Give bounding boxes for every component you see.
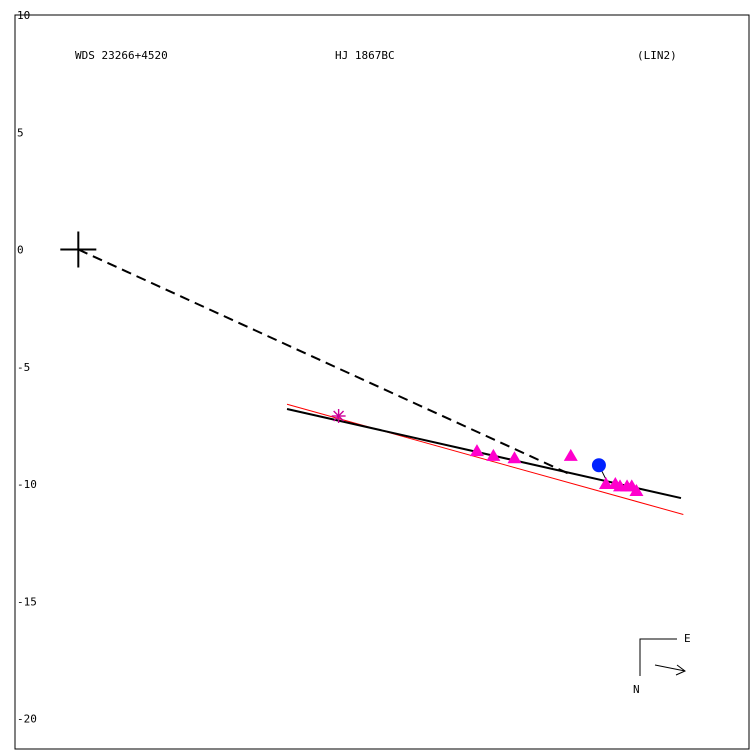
asterisk-stroke (333, 410, 345, 422)
red-fit-line (286, 403, 684, 515)
motion-arrow-shaft (654, 664, 686, 672)
primary-star-marker (60, 231, 97, 268)
triangle-point (507, 451, 522, 464)
triangle-point (486, 448, 501, 461)
dashed-line (77, 248, 572, 476)
orientation-axes (639, 638, 677, 676)
title-right: (LIN2) (637, 49, 677, 62)
north-label: N (633, 683, 640, 696)
east-label: E (684, 632, 691, 645)
y-tick-label: -15 (17, 595, 37, 608)
title-left: WDS 23266+4520 (75, 49, 168, 62)
plot-frame (14, 14, 750, 750)
y-tick-label: 5 (17, 126, 24, 139)
motion-arrow-head (675, 664, 686, 676)
fit-lines (77, 248, 684, 515)
y-tick-labels: 10 5 0 -5 -10 -15 -20 (17, 9, 37, 726)
observation-points (331, 409, 644, 497)
triangle-point (598, 477, 613, 490)
y-tick-label: 10 (17, 9, 30, 22)
triangle-point (563, 448, 578, 461)
asterisk-point (331, 409, 346, 424)
title-center: HJ 1867BC (335, 49, 395, 62)
circle-point (591, 458, 606, 473)
y-tick-label: 0 (17, 244, 24, 257)
y-tick-label: -10 (17, 478, 37, 491)
y-tick-label: -5 (17, 361, 30, 374)
orientation-indicator: E N (633, 632, 691, 696)
triangle-point (629, 484, 644, 497)
triangle-point (469, 444, 484, 457)
y-tick-label: -20 (17, 713, 37, 726)
